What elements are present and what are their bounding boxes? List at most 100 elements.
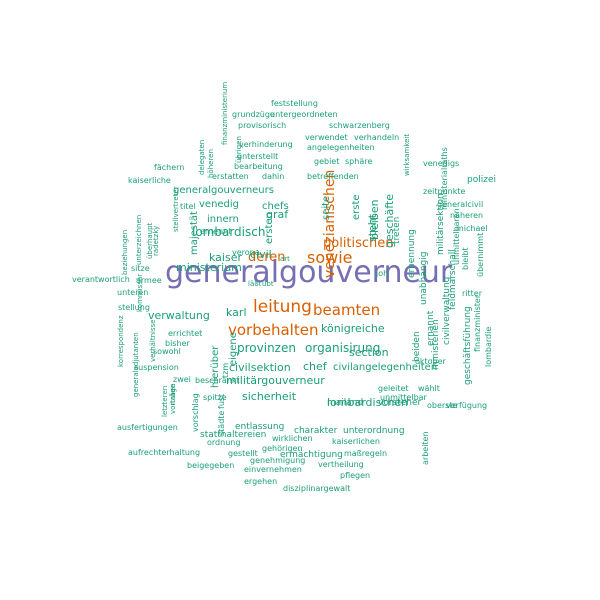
word-angelegenheiten: angelegenheiten <box>307 143 375 152</box>
word-massregeln: maßregeln <box>344 449 388 458</box>
word-entlassung: entlassung <box>235 422 285 432</box>
word-unterzeichnen: unterzeichnen <box>135 214 143 265</box>
word-ermachtigung: ermächtigung <box>280 450 343 460</box>
word-verona: verona <box>232 248 260 257</box>
word-unterordnung: unterordnung <box>343 426 405 436</box>
word-korrespondenz: korrespondenz <box>117 315 125 367</box>
word-verhinderung: verhinderung <box>239 140 293 149</box>
word-verwaltung: verwaltung <box>148 309 210 322</box>
word-ritter: ritter <box>462 289 482 298</box>
word-kaiser: kaiser <box>209 251 242 264</box>
word-sitze: sitze <box>131 264 150 273</box>
word-chef: chef <box>303 360 327 373</box>
word-wirksamkeit: wirksamkeit <box>403 133 411 176</box>
word-civilangelegenheiten: civilangelegenheiten <box>333 362 438 373</box>
word-untergeordneten: untergeordneten <box>270 110 338 119</box>
word-michael: michael <box>456 224 488 233</box>
word-civilverwaltung: civilverwaltung <box>442 276 452 345</box>
word-ministerium: ministerium <box>176 261 242 274</box>
word-generalcivil: generalcivil <box>437 200 484 209</box>
word-stellvertreter: stellvertreter <box>172 186 180 232</box>
word-leitung: leitung <box>253 297 312 317</box>
word-geschaftsfuhrung: geschäftsführung <box>463 306 473 385</box>
word-disziplinargewalt: disziplinargewalt <box>283 484 351 493</box>
word-genehmigung: genehmigung <box>250 456 306 465</box>
word-konigreiche: königreiche <box>321 322 385 335</box>
word-letzteren: letzteren <box>161 385 169 417</box>
word-provisorisch: provisorisch <box>238 121 287 130</box>
word-uberhaupt: überhaupt <box>146 222 154 259</box>
word-generalgouverneurs: generalgouverneurs <box>173 185 274 196</box>
word-verantwortlich: verantwortlich <box>72 275 130 284</box>
word-fachern: fächern <box>154 163 185 172</box>
word-verfugung: verfügung <box>446 401 488 410</box>
word-ausfertigungen: ausfertigungen <box>117 423 178 432</box>
word-vorschlag: vorschlag <box>191 393 200 432</box>
word-seite: seite <box>321 195 332 220</box>
word-venedig: venedig <box>199 199 240 210</box>
word-ordnung: ordnung <box>207 438 241 447</box>
word-innern: innern <box>207 214 239 225</box>
word-oktober: oktober <box>415 357 446 366</box>
word-sphare: sphäre <box>345 157 373 166</box>
word-ubernimmt: übernimmt <box>476 232 485 277</box>
word-errichtet: errichtet <box>168 329 203 338</box>
word-unteren: unteren <box>117 288 149 297</box>
word-venezianischen: venezianischen <box>322 169 338 278</box>
word-wahlt: wählt <box>418 384 440 393</box>
word-lasst: läßt <box>248 280 262 288</box>
word-ubt: übt <box>262 280 274 288</box>
word-verwendet: verwendet <box>305 133 348 142</box>
word-ersten: ersten <box>264 212 275 244</box>
word-majestat: majestät <box>189 211 200 255</box>
word-bearbeitung: bearbeitung <box>234 162 283 171</box>
word-titel: titel <box>180 202 196 211</box>
word-provinzen: provinzen <box>237 341 296 355</box>
word-vorsteher: vorsteher <box>378 398 422 408</box>
word-unabhangig: unabhängig <box>419 251 429 306</box>
word-gebiet: gebiet <box>314 157 340 166</box>
word-bisher: bisher <box>165 339 190 348</box>
word-kaiserlichen: kaiserlichen <box>332 437 380 446</box>
word-vertheilung: vertheilung <box>318 460 364 469</box>
word-wirklichen: wirklichen <box>272 434 313 443</box>
word-civilsektion: civilsektion <box>229 361 291 374</box>
word-oberste: oberste <box>427 401 458 410</box>
word-mailand: mailand <box>327 398 364 408</box>
word-armee: armee <box>136 276 162 285</box>
word-verhaltnisse: verhältnisse <box>149 319 157 362</box>
word-schwarzenberg: schwarzenberg <box>329 121 390 130</box>
word-verhandeln: verhandeln <box>354 133 400 142</box>
word-gestellt: gestellt <box>228 449 258 458</box>
word-stellung: stellung <box>118 303 150 312</box>
word-sicherheit: sicherheit <box>242 390 297 403</box>
word-stadte: städte <box>217 410 226 436</box>
word-unterstellt: unterstellt <box>237 152 279 161</box>
word-art: art <box>280 255 290 263</box>
word-lombardisch: lombardisch <box>192 225 266 239</box>
word-arbeiten: arbeiten <box>421 431 430 465</box>
word-erstatten: erstatten <box>212 172 249 181</box>
word-lombardischen: lombardischen <box>327 396 409 409</box>
word-generalgouverneur: generalgouverneur <box>165 255 453 290</box>
word-venedigs: venedigs <box>423 159 460 168</box>
word-sowohl: sowohl <box>153 347 181 356</box>
word-naheren: näheren <box>450 211 484 220</box>
word-politischen: politischen <box>323 236 394 251</box>
word-polizei: polizei <box>467 175 496 185</box>
word-ernennung: ernennung <box>407 229 417 278</box>
word-organisirung: organisirung <box>305 341 381 355</box>
word-eigene: eigene <box>228 332 239 366</box>
word-ernennt: ernennt <box>200 227 232 236</box>
word-dahin: dahin <box>262 172 285 181</box>
word-vortrage: vorträge <box>169 384 177 414</box>
word-zeitpunkte: zeitpunkte <box>423 187 466 196</box>
word-feststellung: feststellung <box>271 99 318 108</box>
word-pflegen: pflegen <box>340 471 371 480</box>
word-erste: erste <box>351 194 362 220</box>
word-spitze: spitze <box>203 393 227 402</box>
word-unmittelbaren: unmittelbaren <box>452 208 461 265</box>
word-beziehungen: beziehungen <box>121 229 129 275</box>
word-beschrankt: beschränkt <box>195 376 240 385</box>
